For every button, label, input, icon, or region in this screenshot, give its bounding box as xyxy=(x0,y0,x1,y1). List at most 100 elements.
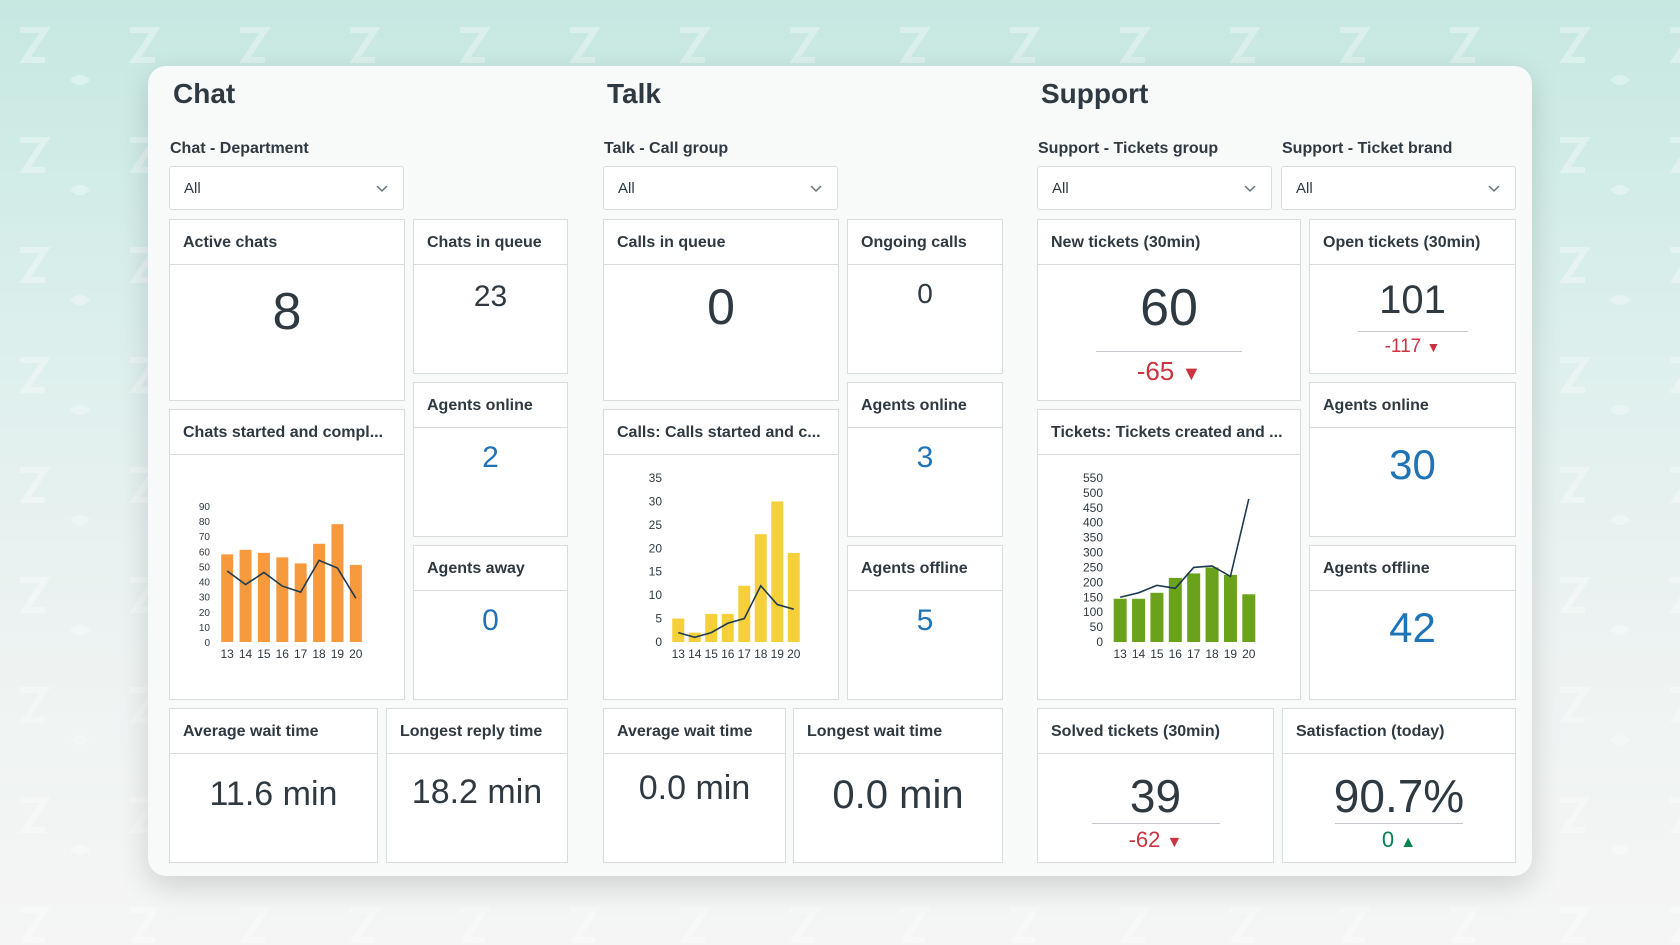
x-tick-label: 19 xyxy=(1224,647,1238,661)
card-title: Ongoing calls xyxy=(848,220,1002,265)
x-tick-label: 20 xyxy=(1242,647,1256,661)
talk-avg-wait-value: 0.0 min xyxy=(638,769,751,807)
bar xyxy=(1242,594,1256,642)
x-tick-label: 15 xyxy=(257,647,271,661)
chat-agents-online-value: 2 xyxy=(482,441,499,474)
bar xyxy=(787,552,800,642)
bar xyxy=(276,557,289,642)
support-group-label: Support - Tickets group xyxy=(1038,140,1219,157)
y-tick-label: 10 xyxy=(649,588,663,602)
x-tick-label: 20 xyxy=(349,647,363,661)
y-tick-label: 25 xyxy=(649,518,663,532)
bar xyxy=(1132,598,1146,642)
card-title: New tickets (30min) xyxy=(1038,220,1300,265)
y-tick-label: 70 xyxy=(199,532,211,543)
dashboard-panel: Chat Chat - Department All Active chats … xyxy=(148,66,1532,876)
chat-longest-reply-card: Longest reply time 18.2 min xyxy=(386,708,568,863)
bar xyxy=(1223,574,1237,642)
x-tick-label: 13 xyxy=(1114,647,1128,661)
bar xyxy=(754,534,767,642)
chats-in-queue-card: Chats in queue 23 xyxy=(413,219,568,374)
talk-heading: Talk xyxy=(607,78,661,109)
y-tick-label: 550 xyxy=(1083,471,1103,485)
x-tick-label: 18 xyxy=(754,647,768,661)
y-tick-label: 30 xyxy=(649,494,663,508)
divider xyxy=(1092,823,1220,824)
x-tick-label: 16 xyxy=(1169,647,1183,661)
support-ticket-brand-select[interactable]: All xyxy=(1281,166,1516,210)
x-tick-label: 16 xyxy=(721,647,735,661)
x-tick-label: 18 xyxy=(1205,647,1219,661)
y-tick-label: 5 xyxy=(655,612,662,626)
active-chats-value: 8 xyxy=(272,283,302,341)
talk-avg-wait-card: Average wait time 0.0 min xyxy=(603,708,786,863)
y-tick-label: 0 xyxy=(655,635,662,649)
x-tick-label: 20 xyxy=(787,647,801,661)
x-tick-label: 19 xyxy=(771,647,785,661)
chat-agents-online-card: Agents online 2 xyxy=(413,382,568,537)
support-heading: Support xyxy=(1041,78,1149,109)
y-tick-label: 450 xyxy=(1083,501,1103,515)
y-tick-label: 20 xyxy=(199,608,211,619)
down-arrow-icon: ▼ xyxy=(1181,363,1202,385)
bar xyxy=(721,613,734,642)
down-arrow-icon: ▼ xyxy=(1426,339,1441,355)
select-value: All xyxy=(184,180,201,197)
x-tick-label: 18 xyxy=(312,647,326,661)
talk-agents-online-value: 3 xyxy=(916,441,934,474)
delta-value: -62 xyxy=(1128,827,1161,852)
card-title: Agents offline xyxy=(1310,546,1515,591)
delta-value: -65 xyxy=(1136,356,1175,386)
x-tick-label: 16 xyxy=(276,647,290,661)
new-tickets-card: New tickets (30min) 60 -65 ▼ xyxy=(1037,219,1301,401)
talk-longest-wait-card: Longest wait time 0.0 min xyxy=(793,708,1003,863)
bar xyxy=(738,585,751,642)
card-title: Solved tickets (30min) xyxy=(1038,709,1273,754)
bar xyxy=(1187,573,1201,642)
y-tick-label: 300 xyxy=(1083,546,1103,560)
y-tick-label: 50 xyxy=(199,562,211,573)
x-tick-label: 15 xyxy=(705,647,719,661)
card-title: Tickets: Tickets created and ... xyxy=(1038,410,1300,455)
card-title: Calls: Calls started and c... xyxy=(604,410,838,455)
y-tick-label: 60 xyxy=(199,547,211,558)
bar xyxy=(1205,567,1219,642)
satisfaction-delta: 0 ▲ xyxy=(1283,827,1515,853)
divider xyxy=(1335,823,1463,824)
y-tick-label: 90 xyxy=(199,502,211,513)
select-value: All xyxy=(1052,180,1069,197)
y-tick-label: 100 xyxy=(1083,605,1103,619)
bar xyxy=(771,501,784,642)
y-tick-label: 500 xyxy=(1083,486,1103,500)
card-title: Agents online xyxy=(414,383,567,428)
select-value: All xyxy=(618,180,635,197)
y-tick-label: 350 xyxy=(1083,531,1103,545)
chevron-down-icon xyxy=(1488,185,1500,193)
x-tick-label: 17 xyxy=(294,647,308,661)
chats-in-queue-value: 23 xyxy=(473,280,508,313)
series-line xyxy=(678,584,794,639)
support-tickets-group-select[interactable]: All xyxy=(1037,166,1272,210)
chat-department-select[interactable]: All xyxy=(169,166,404,210)
ongoing-calls-card: Ongoing calls 0 xyxy=(847,219,1003,374)
delta-value: 0 xyxy=(1381,827,1395,852)
bar xyxy=(705,613,718,642)
support-chart-card: Tickets: Tickets created and ... 0 50 100 1… xyxy=(1037,409,1301,700)
open-tickets-value: 101 xyxy=(1379,278,1446,322)
chat-heading: Chat xyxy=(173,78,236,109)
chat-chart-card: Chats started and compl... 0 10 20 30 40 50 60… xyxy=(169,409,405,700)
bar xyxy=(239,549,252,642)
card-title: Chats in queue xyxy=(414,220,567,265)
card-title: Agents online xyxy=(1310,383,1515,428)
chat-filter-label: Chat - Department xyxy=(170,140,309,157)
talk-agents-offline-value: 5 xyxy=(916,604,934,637)
card-title: Active chats xyxy=(170,220,404,265)
bar xyxy=(257,552,270,642)
talk-call-group-select[interactable]: All xyxy=(603,166,838,210)
bar xyxy=(349,564,362,642)
chat-avg-wait-value: 11.6 min xyxy=(209,775,338,813)
card-title: Longest reply time xyxy=(387,709,567,754)
divider xyxy=(1096,351,1242,352)
